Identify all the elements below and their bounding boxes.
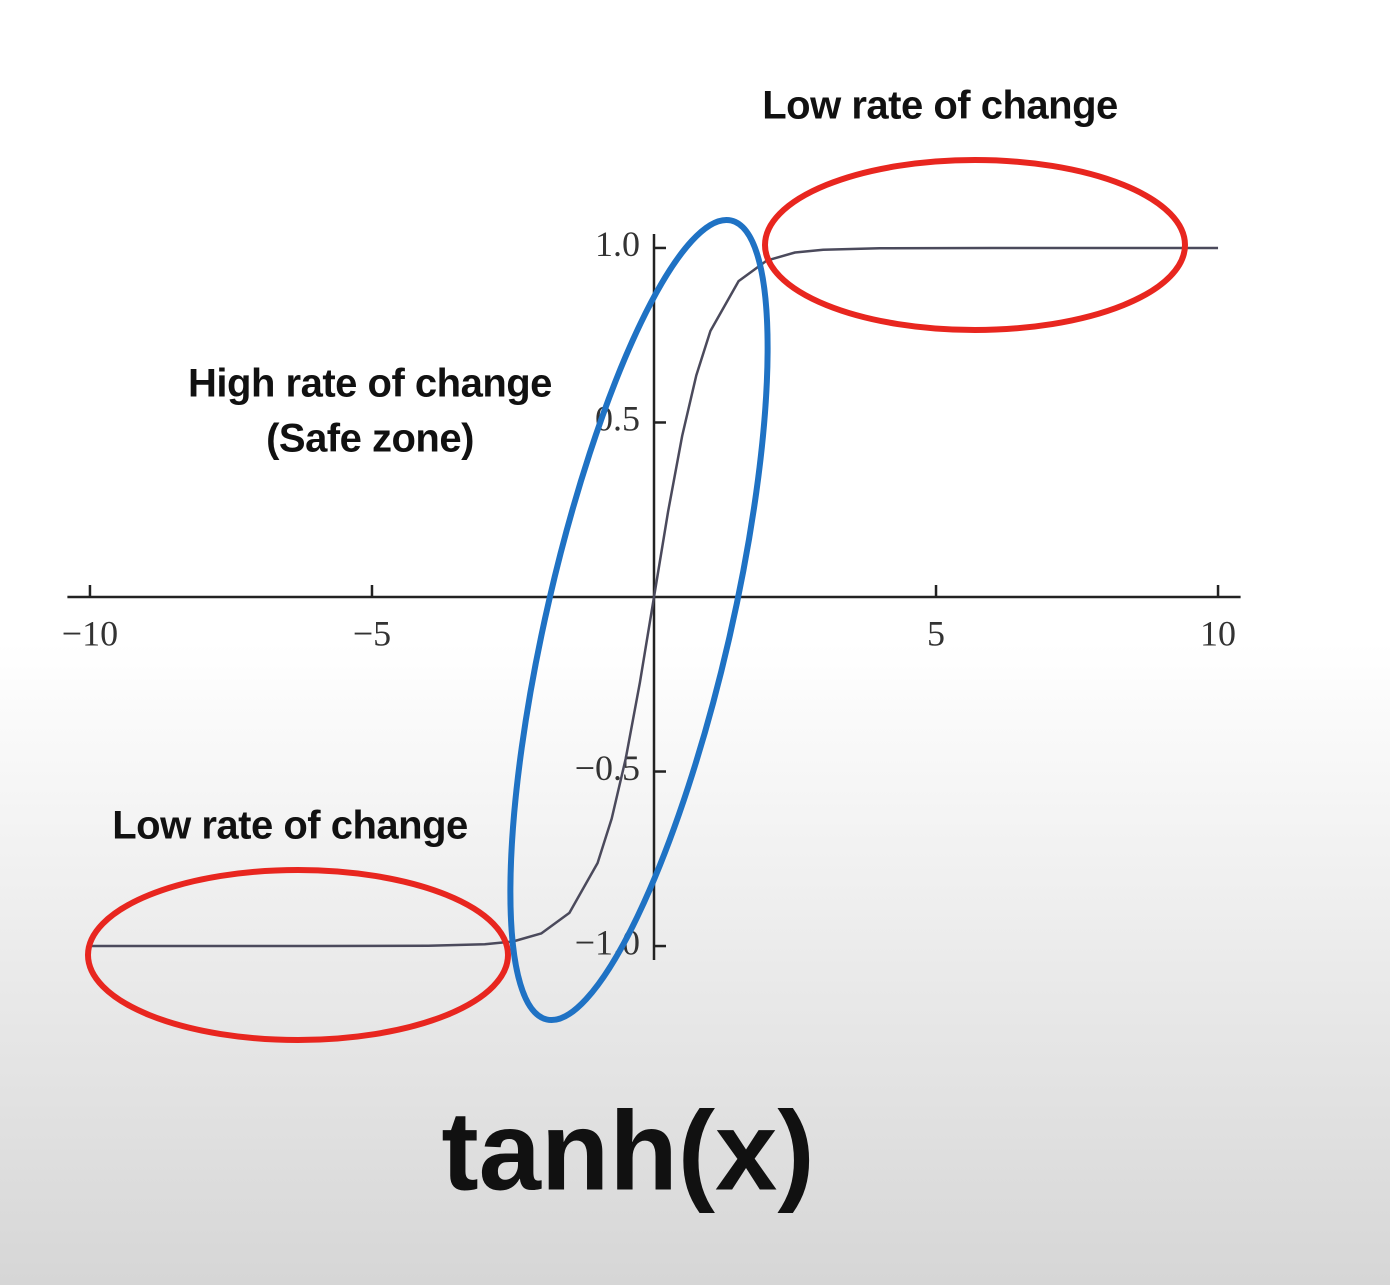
plot: −10 −5 5 10−1.0−0.50.51.0: [62, 224, 1241, 962]
annotation: High rate of change: [188, 362, 552, 406]
y-tick-label: −0.5: [575, 748, 640, 788]
annotation: (Safe zone): [266, 417, 474, 461]
y-tick-label: 1.0: [595, 224, 640, 264]
highlight-ellipse: [85, 867, 511, 1043]
annotation: Low rate of change: [112, 804, 468, 848]
chart-title: tanh(x): [441, 1089, 814, 1214]
annotation: Low rate of change: [762, 84, 1118, 128]
highlight-ellipse: [762, 157, 1188, 333]
highlight-ellipse: [507, 216, 771, 1024]
data-line: [89, 246, 1219, 948]
x-tick-label: −5: [353, 613, 391, 653]
x-tick-label: −10: [62, 613, 118, 653]
x-tick-label: 10: [1200, 613, 1236, 653]
x-tick-label: 5: [927, 613, 945, 653]
